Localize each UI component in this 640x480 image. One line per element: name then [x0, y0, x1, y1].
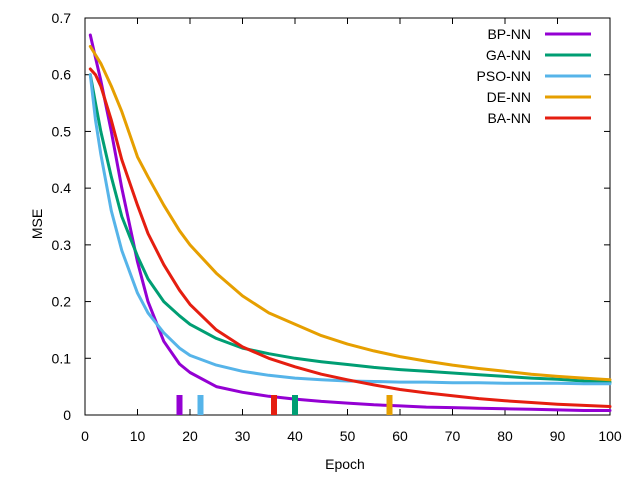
x-tick-label: 40 [287, 428, 303, 444]
y-axis-title: MSE [29, 209, 45, 239]
marker-bp-nn [176, 395, 183, 415]
series-line-pso-nn [88, 73, 612, 386]
y-tick-label: 0.3 [52, 237, 72, 253]
series-lines [88, 33, 612, 412]
marker-ba-nn [271, 395, 277, 415]
legend-label: BP-NN [487, 26, 531, 42]
convergence-markers [176, 395, 393, 415]
x-tick-label: 10 [130, 428, 146, 444]
y-tick-label: 0.5 [52, 123, 72, 139]
legend-label: GA-NN [486, 47, 531, 63]
x-tick-label: 80 [497, 428, 513, 444]
series-line-bp-nn [88, 33, 612, 412]
y-tick-label: 0.1 [52, 350, 72, 366]
series-line-ga-nn [88, 73, 612, 384]
x-tick-label: 60 [392, 428, 408, 444]
plot-frame [84, 17, 611, 416]
legend-label: PSO-NN [477, 68, 531, 84]
x-tick-label: 90 [550, 428, 566, 444]
x-axis-title: Epoch [325, 456, 365, 472]
y-tick-label: 0.6 [52, 67, 72, 83]
x-tick-label: 100 [598, 428, 622, 444]
x-tick-label: 0 [81, 428, 89, 444]
series-line-de-nn [88, 44, 612, 382]
marker-pso-nn [197, 395, 204, 415]
x-tick-label: 30 [235, 428, 251, 444]
marker-ga-nn [292, 395, 298, 415]
y-tick-label: 0.2 [52, 294, 72, 310]
y-tick-label: 0 [63, 407, 71, 423]
legend-label: BA-NN [487, 110, 531, 126]
axis-ticks: 0 10 20 30 40 50 60 70 80 90 100 0 0.1 0.2 0.3 0.4 0.5 0.… [52, 10, 622, 444]
marker-de-nn [386, 395, 393, 415]
x-tick-label: 20 [182, 428, 198, 444]
legend: BP-NN GA-NN PSO-NN DE-NN BA-NN [477, 26, 591, 126]
series-line-ba-nn [88, 67, 612, 408]
x-tick-label: 70 [445, 428, 461, 444]
y-tick-label: 0.4 [52, 180, 72, 196]
x-tick-label: 50 [340, 428, 356, 444]
legend-label: DE-NN [487, 89, 531, 105]
plot-area-border [84, 17, 611, 416]
y-tick-label: 0.7 [52, 10, 72, 26]
